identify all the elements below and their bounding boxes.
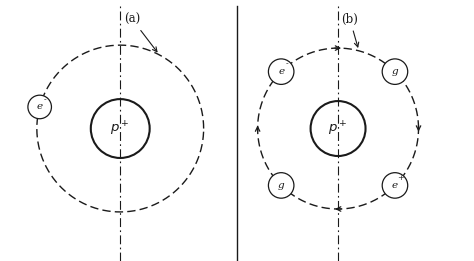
Circle shape [268,59,294,84]
Text: g: g [278,181,284,190]
Text: -: - [44,97,46,104]
Text: (b): (b) [341,13,359,47]
Text: e: e [392,181,398,190]
Circle shape [382,59,408,84]
Text: $p^+$: $p^+$ [328,119,348,138]
Text: +: + [397,174,404,182]
Text: g: g [392,67,398,76]
Text: -: - [286,61,288,69]
Text: $p^+$: $p^+$ [110,119,130,138]
Circle shape [268,173,294,198]
Circle shape [28,95,52,119]
Text: (a): (a) [124,13,157,52]
Text: e: e [36,103,43,111]
Circle shape [382,173,408,198]
Text: e: e [278,67,284,76]
